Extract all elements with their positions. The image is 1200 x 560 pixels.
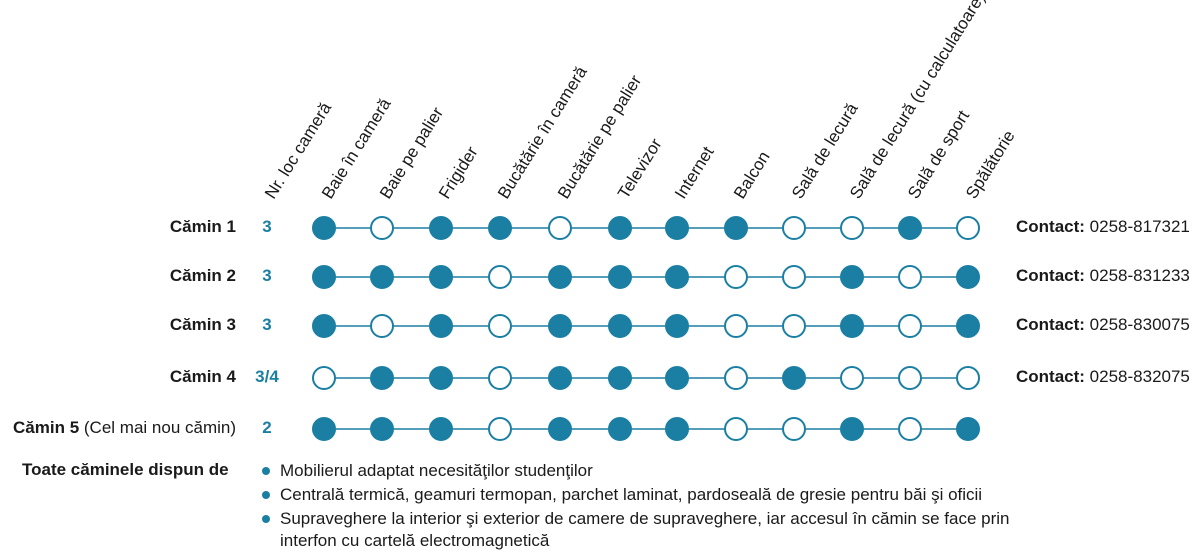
- feature-available-dot: [370, 366, 394, 390]
- contact-label: Contact:: [1016, 217, 1085, 236]
- bullet-icon: [262, 467, 270, 475]
- feature-unavailable-dot: [312, 366, 336, 390]
- room-count: 3: [262, 315, 272, 334]
- feature-available-dot: [665, 314, 689, 338]
- feature-unavailable-dot: [898, 366, 922, 390]
- row-note: (Cel mai nou cămin): [79, 418, 236, 437]
- feature-available-dot: [956, 417, 980, 441]
- row-label: Cămin 5 (Cel mai nou cămin): [13, 418, 236, 438]
- feature-available-dot: [429, 314, 453, 338]
- feature-available-dot: [665, 366, 689, 390]
- contact-phone: 0258-831233: [1084, 266, 1190, 285]
- feature-unavailable-dot: [898, 265, 922, 289]
- feature-unavailable-dot: [488, 265, 512, 289]
- feature-available-dot: [429, 216, 453, 240]
- contact-info: Contact: 0258-831233: [1016, 266, 1190, 286]
- room-count: 3/4: [255, 367, 279, 386]
- feature-available-dot: [429, 265, 453, 289]
- feature-available-dot: [840, 417, 864, 441]
- feature-unavailable-dot: [370, 216, 394, 240]
- feature-unavailable-dot: [840, 366, 864, 390]
- feature-available-dot: [312, 216, 336, 240]
- feature-available-dot: [608, 314, 632, 338]
- feature-unavailable-dot: [370, 314, 394, 338]
- row-name: Cămin 5: [13, 418, 80, 437]
- feature-unavailable-dot: [782, 265, 806, 289]
- bullet-icon: [262, 491, 270, 499]
- feature-unavailable-dot: [956, 216, 980, 240]
- row-label: Cămin 4: [170, 367, 236, 387]
- feature-unavailable-dot: [724, 417, 748, 441]
- feature-available-dot: [608, 265, 632, 289]
- footer-item-continuation: interfon cu cartelă electromagnetică: [280, 531, 550, 550]
- feature-available-dot: [956, 314, 980, 338]
- row-label: Cămin 3: [170, 315, 236, 335]
- contact-info: Contact: 0258-830075: [1016, 315, 1190, 335]
- footer-item: Centrală termică, geamuri termopan, parc…: [260, 484, 1009, 506]
- feature-unavailable-dot: [898, 417, 922, 441]
- feature-available-dot: [548, 265, 572, 289]
- feature-unavailable-dot: [782, 314, 806, 338]
- feature-available-dot: [782, 366, 806, 390]
- row-name: Cămin 1: [169, 217, 236, 236]
- feature-unavailable-dot: [782, 216, 806, 240]
- row-label: Cămin 2: [170, 266, 236, 286]
- feature-available-dot: [665, 417, 689, 441]
- row-label: Cămin 1: [170, 217, 236, 237]
- feature-unavailable-dot: [488, 417, 512, 441]
- feature-available-dot: [370, 265, 394, 289]
- row-name: Cămin 4: [169, 367, 236, 386]
- feature-available-dot: [312, 417, 336, 441]
- feature-available-dot: [429, 366, 453, 390]
- feature-available-dot: [665, 265, 689, 289]
- feature-unavailable-dot: [840, 216, 864, 240]
- feature-available-dot: [608, 216, 632, 240]
- feature-unavailable-dot: [548, 216, 572, 240]
- feature-available-dot: [429, 417, 453, 441]
- feature-unavailable-dot: [898, 314, 922, 338]
- feature-available-dot: [548, 366, 572, 390]
- contact-phone: 0258-817321: [1084, 217, 1190, 236]
- feature-available-dot: [665, 216, 689, 240]
- contact-phone: 0258-832075: [1084, 367, 1190, 386]
- contact-info: Contact: 0258-817321: [1016, 217, 1190, 237]
- feature-unavailable-dot: [488, 366, 512, 390]
- contact-info: Contact: 0258-832075: [1016, 367, 1190, 387]
- feature-available-dot: [548, 417, 572, 441]
- feature-available-dot: [608, 366, 632, 390]
- footer-item: Mobilierul adaptat necesităţilor studenţ…: [260, 460, 1009, 482]
- footer-item: Supraveghere la interior şi exterior de …: [260, 508, 1009, 530]
- footer-title: Toate căminele dispun de: [22, 460, 229, 479]
- feature-available-dot: [312, 265, 336, 289]
- feature-available-dot: [956, 265, 980, 289]
- feature-unavailable-dot: [956, 366, 980, 390]
- contact-label: Contact:: [1016, 367, 1085, 386]
- feature-available-dot: [898, 216, 922, 240]
- contact-label: Contact:: [1016, 315, 1085, 334]
- feature-available-dot: [488, 216, 512, 240]
- feature-available-dot: [608, 417, 632, 441]
- room-count: 3: [262, 217, 272, 236]
- row-name: Cămin 2: [169, 266, 236, 285]
- feature-unavailable-dot: [724, 265, 748, 289]
- row-name: Cămin 3: [169, 315, 236, 334]
- feature-available-dot: [840, 265, 864, 289]
- feature-unavailable-dot: [724, 366, 748, 390]
- feature-available-dot: [724, 216, 748, 240]
- feature-unavailable-dot: [488, 314, 512, 338]
- feature-available-dot: [548, 314, 572, 338]
- room-count: 2: [262, 418, 272, 437]
- feature-available-dot: [840, 314, 864, 338]
- contact-phone: 0258-830075: [1084, 315, 1190, 334]
- footer-list: Mobilierul adaptat necesităţilor studenţ…: [260, 460, 1009, 554]
- feature-unavailable-dot: [724, 314, 748, 338]
- room-count: 3: [262, 266, 272, 285]
- feature-available-dot: [370, 417, 394, 441]
- contact-label: Contact:: [1016, 266, 1085, 285]
- feature-unavailable-dot: [782, 417, 806, 441]
- bullet-icon: [262, 515, 270, 523]
- feature-available-dot: [312, 314, 336, 338]
